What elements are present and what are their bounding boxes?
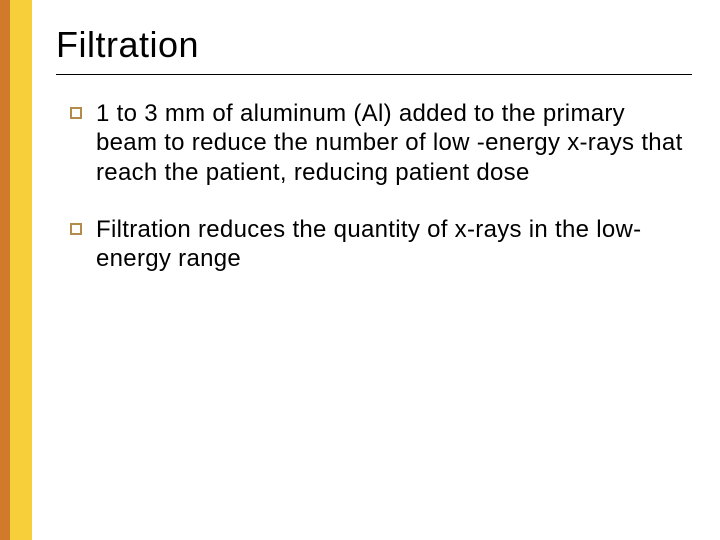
square-bullet-icon: [70, 223, 82, 235]
bullet-list: 1 to 3 mm of aluminum (Al) added to the …: [56, 99, 692, 273]
bullet-text: 1 to 3 mm of aluminum (Al) added to the …: [96, 99, 692, 187]
list-item: 1 to 3 mm of aluminum (Al) added to the …: [70, 99, 692, 187]
accent-stripe-yellow: [10, 0, 32, 540]
bullet-text: Filtration reduces the quantity of x-ray…: [96, 215, 692, 274]
slide-title: Filtration: [56, 24, 692, 72]
square-bullet-icon: [70, 107, 82, 119]
list-item: Filtration reduces the quantity of x-ray…: [70, 215, 692, 274]
content-area: Filtration 1 to 3 mm of aluminum (Al) ad…: [56, 24, 692, 301]
accent-stripe-orange: [0, 0, 10, 540]
slide: Filtration 1 to 3 mm of aluminum (Al) ad…: [0, 0, 720, 540]
title-rule: [56, 74, 692, 75]
